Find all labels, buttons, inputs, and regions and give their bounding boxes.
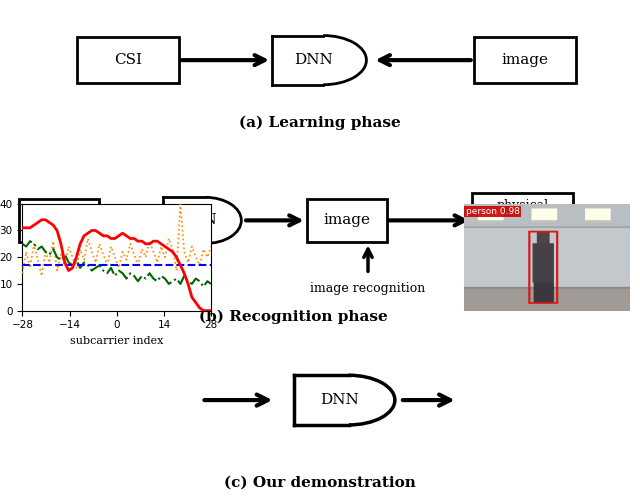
FancyBboxPatch shape xyxy=(472,193,573,248)
Text: DNN: DNN xyxy=(178,213,217,228)
Text: DNN: DNN xyxy=(320,393,358,407)
Text: image recognition: image recognition xyxy=(310,281,426,295)
Text: image: image xyxy=(501,53,548,67)
Text: person 0.98: person 0.98 xyxy=(466,207,520,216)
Text: image: image xyxy=(323,213,370,228)
FancyBboxPatch shape xyxy=(77,37,179,83)
Text: physical
space
information: physical space information xyxy=(486,199,559,242)
FancyBboxPatch shape xyxy=(307,199,387,242)
Polygon shape xyxy=(163,197,241,244)
FancyBboxPatch shape xyxy=(19,199,99,242)
Text: DNN: DNN xyxy=(294,53,333,67)
FancyBboxPatch shape xyxy=(474,37,576,83)
Text: (b) Recognition phase: (b) Recognition phase xyxy=(199,310,388,324)
Text: (c) Our demonstration: (c) Our demonstration xyxy=(224,476,416,490)
Text: (a) Learning phase: (a) Learning phase xyxy=(239,116,401,130)
Polygon shape xyxy=(294,375,395,425)
Polygon shape xyxy=(272,35,366,84)
Text: CSI: CSI xyxy=(114,53,142,67)
X-axis label: subcarrier index: subcarrier index xyxy=(70,336,163,346)
Text: CSI: CSI xyxy=(45,213,73,228)
